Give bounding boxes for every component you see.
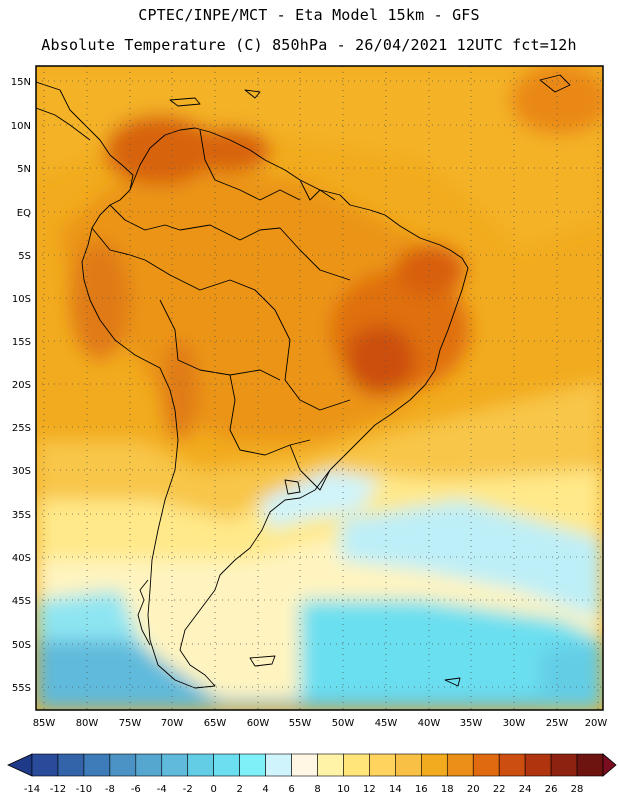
lon-label: 85W	[33, 718, 56, 729]
colorbar-cell	[291, 753, 318, 777]
lat-label: 15N	[11, 77, 31, 88]
coastlines-and-borders	[36, 74, 571, 689]
colorbar-tick-label: -12	[50, 784, 66, 795]
colorbar-cell	[161, 753, 189, 777]
colorbar-cell	[31, 753, 59, 777]
colorbar-tick-label: 20	[467, 784, 480, 795]
colorbar-cell	[550, 753, 578, 777]
lat-label: 15S	[12, 337, 31, 348]
colorbar-cell	[317, 753, 344, 777]
colorbar-cell	[213, 753, 240, 777]
lat-label: 30S	[12, 466, 31, 477]
colorbar-tick-label: 28	[571, 784, 584, 795]
lon-label: 40W	[418, 718, 441, 729]
lat-label: 50S	[12, 640, 31, 651]
lat-label: 10S	[12, 294, 31, 305]
lon-label: 50W	[332, 718, 355, 729]
colorbar-tick-label: 16	[415, 784, 428, 795]
lon-label: 60W	[247, 718, 270, 729]
colorbar-tick-label: 4	[262, 784, 268, 795]
colorbar-tick-label: 6	[288, 784, 294, 795]
colorbar-tick-label: 2	[236, 784, 242, 795]
lat-label: 35S	[12, 510, 31, 521]
map-frame	[35, 65, 604, 711]
colorbar-left-arrow	[7, 753, 33, 777]
lon-label: 55W	[289, 718, 312, 729]
colorbar: -14 -12 -10 -8 -6 -4 -2 0 2 4 6 8 10 12 14 16 18 20 22 24 26…	[7, 753, 617, 795]
lat-label: 40S	[12, 553, 31, 564]
colorbar-cell	[395, 753, 422, 777]
lon-label: 65W	[204, 718, 227, 729]
colorbar-cell	[498, 753, 526, 777]
colorbar-tick-label: -10	[76, 784, 92, 795]
colorbar-cell	[109, 753, 137, 777]
colorbar-cell	[343, 753, 370, 777]
colorbar-tick-label: -4	[157, 784, 167, 795]
longitude-labels: 85W 80W 75W 70W 65W 60W 55W 50W 45W 40W …	[33, 718, 608, 729]
lon-label: 75W	[119, 718, 142, 729]
colorbar-tick-label: 24	[519, 784, 532, 795]
map-title-line-2: Absolute Temperature (C) 850hPa - 26/04/…	[41, 36, 577, 54]
lon-label: 45W	[375, 718, 398, 729]
colorbar-cell	[239, 753, 266, 777]
colorbar-tick-label: 8	[314, 784, 320, 795]
lon-label: 30W	[503, 718, 526, 729]
lon-label: 25W	[546, 718, 569, 729]
lat-label: EQ	[17, 208, 31, 219]
colorbar-tick-label: -14	[24, 784, 40, 795]
colorbar-cell	[576, 753, 604, 777]
colorbar-tick-label: 14	[389, 784, 402, 795]
colorbar-tick-label: -8	[105, 784, 115, 795]
colorbar-cell	[369, 753, 396, 777]
lat-label: 25S	[12, 423, 31, 434]
colorbar-cell	[135, 753, 163, 777]
colorbar-right-arrow	[602, 753, 617, 777]
colorbar-cell	[446, 753, 474, 777]
colorbar-cell	[421, 753, 448, 777]
temperature-field	[36, 66, 603, 710]
lat-label: 5S	[18, 251, 31, 262]
lat-label: 20S	[12, 380, 31, 391]
lon-label: 80W	[76, 718, 99, 729]
latitude-labels: 15N 10N 5N EQ 5S 10S 15S 20S 25S 30S 35S…	[11, 77, 31, 694]
colorbar-tick-label: 26	[545, 784, 558, 795]
lat-label: 10N	[11, 121, 31, 132]
lon-label: 35W	[460, 718, 483, 729]
colorbar-tick-label: 10	[337, 784, 350, 795]
lat-label: 5N	[17, 164, 31, 175]
colorbar-cell	[472, 753, 500, 777]
map-title-line-1: CPTEC/INPE/MCT - Eta Model 15km - GFS	[138, 6, 480, 24]
lat-label: 45S	[12, 596, 31, 607]
lon-label: 20W	[585, 718, 608, 729]
lat-label: 55S	[12, 683, 31, 694]
colorbar-tick-label: 22	[493, 784, 506, 795]
colorbar-cell	[265, 753, 292, 777]
colorbar-tick-label: 12	[363, 784, 376, 795]
colorbar-tick-label: -2	[183, 784, 193, 795]
colorbar-tick-label: -6	[131, 784, 141, 795]
colorbar-cell	[57, 753, 85, 777]
colorbar-cell	[187, 753, 214, 777]
lon-label: 70W	[161, 718, 184, 729]
colorbar-cell	[524, 753, 552, 777]
colorbar-tick-label: 0	[210, 784, 216, 795]
colorbar-tick-label: 18	[441, 784, 454, 795]
colorbar-cell	[83, 753, 111, 777]
